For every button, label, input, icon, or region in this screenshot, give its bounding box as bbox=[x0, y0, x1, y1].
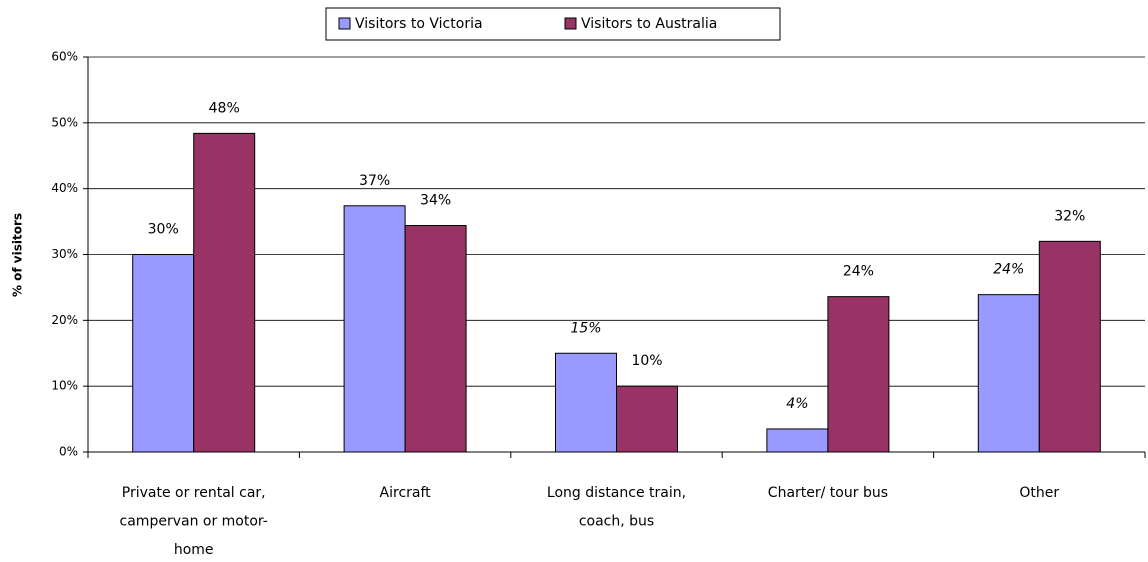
bar bbox=[132, 254, 195, 453]
bar bbox=[616, 385, 678, 453]
bar bbox=[555, 352, 617, 453]
value-label: 32% bbox=[1054, 208, 1085, 224]
legend-swatch bbox=[564, 17, 577, 30]
value-label: 10% bbox=[631, 353, 662, 369]
value-label: 48% bbox=[209, 100, 240, 116]
legend-label: Visitors to Victoria bbox=[355, 16, 483, 32]
x-tick-label: campervan or motor- bbox=[120, 514, 268, 530]
value-label: 37% bbox=[359, 173, 390, 189]
legend-box bbox=[325, 7, 781, 41]
y-axis-label: % of visitors bbox=[11, 213, 25, 297]
value-label: 24% bbox=[843, 264, 874, 280]
x-tick-label: Aircraft bbox=[380, 485, 432, 501]
value-label: 15% bbox=[570, 320, 601, 336]
x-tick-label: Charter/ tour bus bbox=[768, 485, 888, 501]
legend-label: Visitors to Australia bbox=[581, 16, 717, 32]
value-label: 30% bbox=[148, 222, 179, 238]
x-tick-label: home bbox=[174, 542, 214, 558]
y-tick-label: 60% bbox=[51, 50, 78, 64]
value-label: 4% bbox=[786, 396, 808, 412]
value-label: 34% bbox=[420, 193, 451, 209]
y-tick-label: 0% bbox=[59, 445, 78, 459]
bar bbox=[1038, 240, 1101, 453]
y-tick-label: 20% bbox=[51, 313, 78, 327]
bar bbox=[766, 428, 829, 453]
bar bbox=[827, 296, 890, 453]
value-label: 24% bbox=[993, 262, 1024, 278]
y-tick-label: 10% bbox=[51, 379, 78, 393]
y-tick-label: 40% bbox=[51, 181, 78, 195]
x-tick-label: Other bbox=[1019, 485, 1059, 501]
y-tick-label: 30% bbox=[51, 247, 78, 261]
legend-swatch bbox=[338, 17, 351, 30]
y-tick-label: 50% bbox=[51, 115, 78, 129]
x-tick-label: coach, bus bbox=[579, 514, 654, 530]
bar bbox=[404, 225, 467, 453]
bar bbox=[977, 294, 1040, 453]
bar bbox=[193, 132, 256, 453]
bar bbox=[343, 205, 406, 453]
x-tick-label: Long distance train, bbox=[547, 485, 686, 501]
x-tick-label: Private or rental car, bbox=[122, 485, 266, 501]
